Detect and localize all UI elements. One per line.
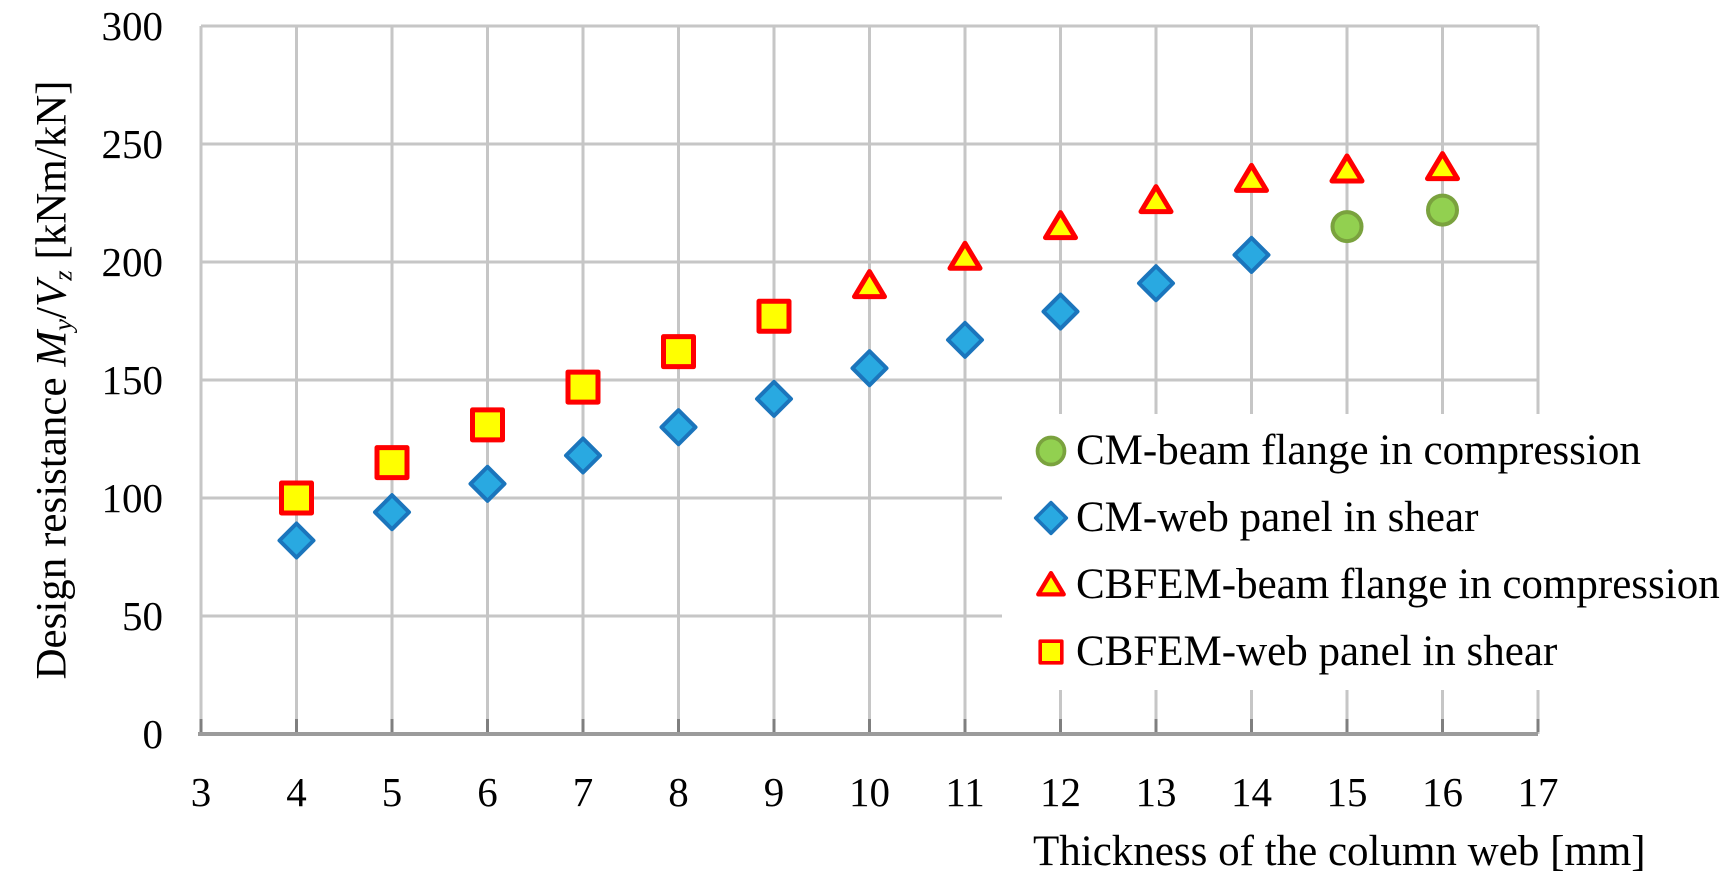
series-square <box>279 298 792 516</box>
circle-icon <box>1035 435 1067 466</box>
marker-square <box>470 407 505 443</box>
marker-triangle <box>1036 570 1066 596</box>
x-tick-label: 17 <box>1518 769 1559 815</box>
marker-triangle <box>1425 151 1460 182</box>
x-tick-label: 3 <box>191 769 212 815</box>
legend-item: CM-web panel in shear <box>1032 484 1717 551</box>
y-tick-label: 300 <box>102 3 164 49</box>
marker-square <box>565 369 601 405</box>
x-tick-label: 5 <box>382 769 403 815</box>
marker-triangle <box>1329 153 1365 184</box>
y-axis-title-Vz: V <box>28 280 76 308</box>
marker-circle <box>1035 435 1067 466</box>
marker-square <box>756 298 792 334</box>
marker-diamond <box>277 521 316 560</box>
marker-triangle <box>1234 162 1269 193</box>
marker-triangle <box>947 240 983 271</box>
marker-diamond <box>1041 292 1080 331</box>
series-triangle <box>852 151 1460 300</box>
x-tick-label: 15 <box>1327 769 1368 815</box>
marker-diamond <box>850 349 889 388</box>
series-circle <box>1330 193 1459 244</box>
y-axis-title: Design resistance My/Vz [kNm/kN] <box>28 80 78 680</box>
marker-diamond <box>755 379 793 418</box>
legend-label: CBFEM-web panel in shear <box>1076 628 1558 675</box>
diamond-icon <box>1033 500 1069 535</box>
y-tick-label: 50 <box>122 593 163 639</box>
x-axis-tick-marks <box>199 719 1540 732</box>
x-tick-labels: 3 4 5 6 7 8 9 10 11 12 13 14 15 16 17 <box>191 769 1559 815</box>
x-tick-label: 7 <box>573 769 594 815</box>
marker-diamond <box>373 493 411 532</box>
marker-diamond <box>564 436 602 475</box>
marker-triangle <box>852 269 887 300</box>
marker-square <box>279 480 314 516</box>
y-tick-label: 250 <box>102 121 164 167</box>
y-axis-title-text: Design resistance <box>28 366 76 680</box>
marker-square <box>1038 638 1064 665</box>
marker-diamond <box>468 464 507 503</box>
y-tick-label: 150 <box>102 357 164 403</box>
x-tick-label: 13 <box>1136 769 1177 815</box>
y-tick-label: 100 <box>102 475 164 521</box>
marker-triangle <box>1043 210 1078 241</box>
marker-diamond <box>659 408 698 447</box>
legend-label: CM-beam flange in compression <box>1076 427 1641 474</box>
x-axis-title: Thickness of the column web [mm] <box>1033 828 1646 875</box>
marker-diamond <box>1033 500 1069 535</box>
legend-label: CBFEM-beam flange in compression <box>1076 561 1720 608</box>
legend-item: CM-beam flange in compression <box>1032 417 1717 484</box>
x-tick-label: 9 <box>764 769 785 815</box>
x-tick-label: 12 <box>1040 769 1081 815</box>
marker-diamond <box>1137 264 1175 303</box>
marker-circle <box>1330 210 1364 244</box>
marker-triangle <box>1138 184 1174 215</box>
square-icon <box>1038 638 1064 665</box>
series-diamond <box>277 235 1271 560</box>
legend: CM-beam flange in compression CM-web pane… <box>1002 414 1720 690</box>
triangle-icon <box>1036 570 1066 596</box>
marker-diamond <box>946 320 984 359</box>
marker-circle <box>1426 193 1459 227</box>
y-tick-label: 0 <box>143 711 164 757</box>
x-tick-label: 11 <box>945 769 984 815</box>
y-tick-label: 200 <box>102 239 164 285</box>
marker-square <box>661 334 696 370</box>
x-tick-label: 6 <box>477 769 498 815</box>
y-tick-labels: 0 50 100 150 200 250 300 <box>102 3 164 757</box>
legend-item: CBFEM-beam flange in compression <box>1032 551 1720 618</box>
x-tick-label: 14 <box>1231 769 1272 815</box>
x-tick-label: 10 <box>849 769 890 815</box>
y-axis-title-My: M <box>28 330 76 367</box>
legend-item: CBFEM-web panel in shear <box>1032 618 1717 685</box>
marker-diamond <box>1232 235 1271 274</box>
legend-label: CM-web panel in shear <box>1076 494 1479 541</box>
marker-square <box>374 445 410 481</box>
x-tick-label: 8 <box>668 769 689 815</box>
x-tick-label: 4 <box>286 769 307 815</box>
x-tick-label: 16 <box>1422 769 1463 815</box>
